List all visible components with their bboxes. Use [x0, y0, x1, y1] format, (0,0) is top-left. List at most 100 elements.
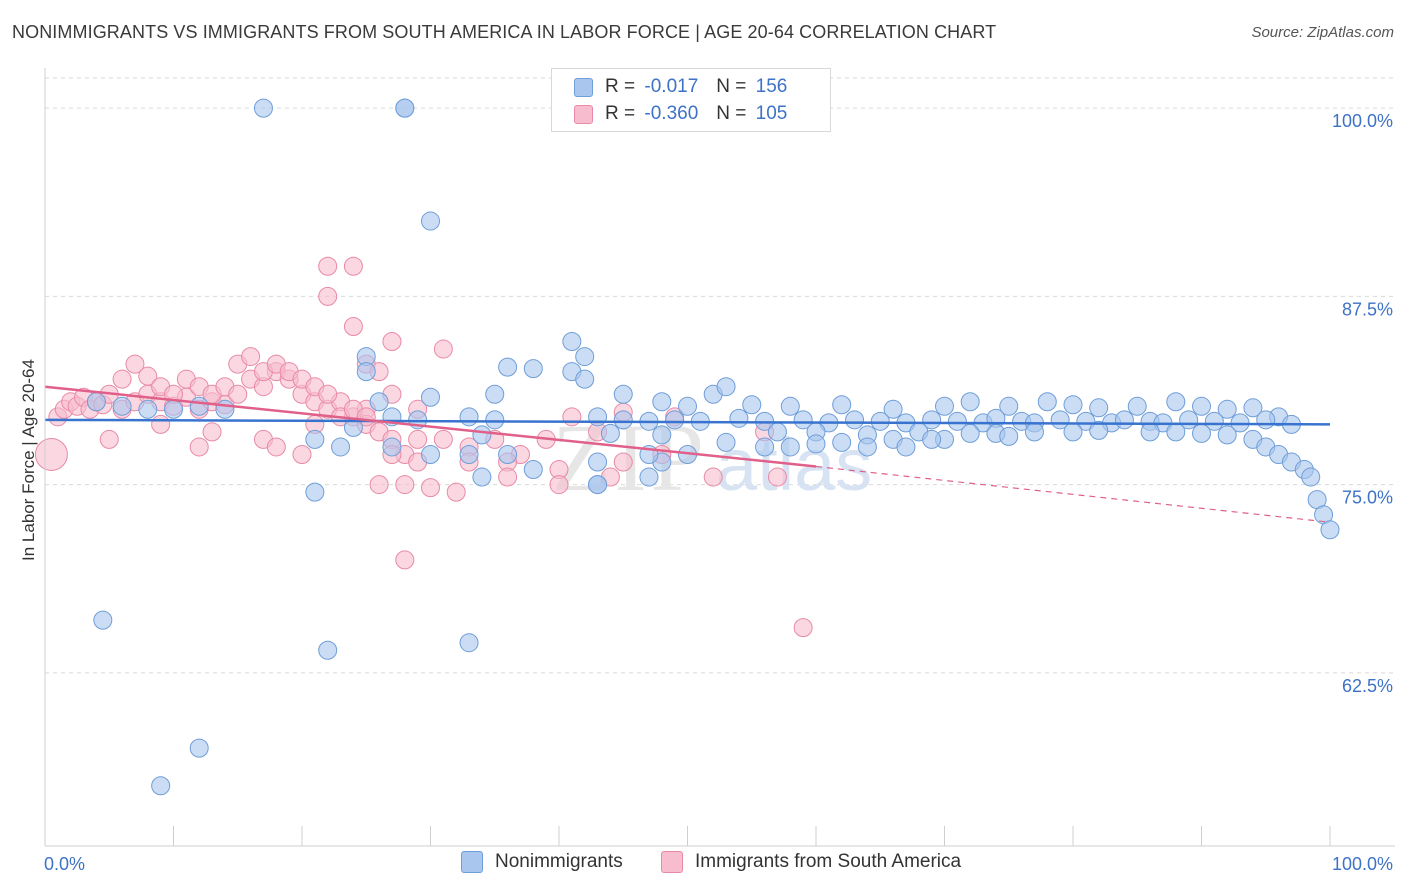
nonimmigrants-point [832, 432, 852, 452]
x-tick-label: 0.0% [44, 854, 85, 874]
nonimmigrants-point [1166, 422, 1186, 442]
nonimmigrants-point [1024, 422, 1044, 442]
legend-item-immigrants: Immigrants from South America [661, 851, 961, 873]
nonimmigrants-point [1114, 410, 1134, 430]
nonimmigrants-point [575, 369, 595, 389]
nonimmigrants-point [922, 410, 942, 430]
nonimmigrants-point [639, 467, 659, 487]
nonimmigrants-point [870, 411, 890, 431]
immigrants-point [241, 347, 261, 367]
immigrants-point [292, 444, 312, 464]
immigrants-point [202, 422, 222, 442]
nonimmigrants-point [960, 423, 980, 443]
nonimmigrants-point [86, 392, 106, 412]
y-tick-label: 75.0% [1342, 488, 1393, 508]
immigrants-point [228, 384, 248, 404]
immigrants-point [189, 437, 209, 457]
nonimmigrants-point [151, 776, 171, 796]
nonimmigrants-point [459, 444, 479, 464]
nonimmigrants-point [421, 444, 440, 464]
nonimmigrants-point [767, 422, 787, 442]
nonimmigrants-point [999, 396, 1019, 416]
nonimmigrants-point [1063, 422, 1083, 442]
nonimmigrants-point [613, 410, 633, 430]
legend-n-label: N = [716, 76, 747, 97]
nonimmigrants-point [331, 437, 351, 457]
legend-r-label: R = [605, 103, 636, 124]
nonimmigrants-point [999, 426, 1019, 446]
chart-title: NONIMMIGRANTS VS IMMIGRANTS FROM SOUTH A… [12, 22, 997, 42]
nonimmigrants-point [1217, 425, 1237, 445]
y-axis-title: In Labor Force | Age 20-64 [19, 359, 38, 561]
y-tick-label: 62.5% [1342, 676, 1393, 696]
nonimmigrants-point [1217, 399, 1237, 419]
nonimmigrants-point [1256, 410, 1276, 430]
nonimmigrants-point [1243, 398, 1263, 418]
nonimmigrants-point [215, 399, 235, 419]
nonimmigrants-point [935, 396, 954, 416]
nonimmigrants-point [832, 395, 852, 415]
legend-item-nonimmigrants: Nonimmigrants [461, 851, 623, 873]
legend-row-nonimmigrants: R = -0.017 N = 156 [574, 75, 787, 99]
immigrants-point [318, 384, 338, 404]
immigrants-point [549, 475, 569, 495]
immigrants-point [369, 475, 389, 495]
nonimmigrants-point [1320, 520, 1340, 540]
nonimmigrants-point [793, 410, 813, 430]
nonimmigrants-point [1127, 396, 1147, 416]
trend-lines [44, 385, 1331, 523]
nonimmigrants-point [1063, 395, 1083, 415]
y-tick-label: 100.0% [1332, 111, 1393, 131]
nonimmigrants-point [382, 437, 402, 457]
nonimmigrants-point [575, 347, 595, 367]
nonimmigrants-point [780, 396, 800, 416]
immigrants-point [343, 316, 363, 336]
nonimmigrants-point [356, 362, 376, 382]
legend-label-immigrants: Immigrants from South America [695, 851, 962, 872]
nonimmigrants-point [588, 475, 608, 495]
immigrants-point [498, 467, 518, 487]
immigrants-point [318, 256, 338, 276]
nonimmigrants-point [1301, 467, 1321, 487]
immigrants-point [433, 429, 453, 449]
nonimmigrants-point [318, 640, 338, 660]
nonimmigrants-point [716, 432, 736, 452]
nonimmigrants-point [498, 357, 518, 377]
legend-r-value: -0.360 [644, 103, 699, 124]
nonimmigrants-point [922, 429, 942, 449]
immigrants-point [99, 429, 119, 449]
nonimmigrants-point [1192, 423, 1211, 443]
nonimmigrants-point [883, 399, 903, 419]
nonimmigrants-point [742, 395, 762, 415]
nonimmigrants-point [780, 437, 800, 457]
series-legend: Nonimmigrants Immigrants from South Amer… [0, 851, 1406, 879]
nonimmigrants-trend-line [44, 418, 1331, 426]
nonimmigrants-point [93, 610, 113, 630]
nonimmigrants-point [138, 399, 158, 419]
nonimmigrants-point [421, 387, 440, 407]
nonimmigrants-point [305, 429, 325, 449]
immigrants-point [318, 286, 338, 306]
nonimmigrants-point [472, 467, 492, 487]
legend-n-value: 156 [755, 76, 788, 97]
nonimmigrants-point [652, 425, 672, 445]
nonimmigrants-point [1166, 392, 1186, 412]
series-immigrants-points [34, 256, 813, 638]
nonimmigrants-point [1037, 392, 1057, 412]
immigrants-point [408, 429, 428, 449]
nonimmigrants-point [1076, 411, 1096, 431]
nonimmigrants-point [665, 410, 685, 430]
correlation-legend: R = -0.017 N = 156 R = -0.360 N = 105 [551, 68, 831, 132]
immigrants-trend-extension [815, 465, 1331, 523]
nonimmigrants-point [485, 384, 505, 404]
nonimmigrants-point [1089, 420, 1109, 440]
nonimmigrants-point [459, 407, 479, 427]
nonimmigrants-point [947, 411, 967, 431]
nonimmigrants-point [112, 396, 132, 416]
nonimmigrants-point [600, 423, 620, 443]
nonimmigrants-point [960, 392, 980, 412]
nonimmigrants-point [845, 410, 865, 430]
legend-row-immigrants: R = -0.360 N = 105 [574, 102, 787, 126]
x-tick-label: 100.0% [1332, 854, 1393, 874]
